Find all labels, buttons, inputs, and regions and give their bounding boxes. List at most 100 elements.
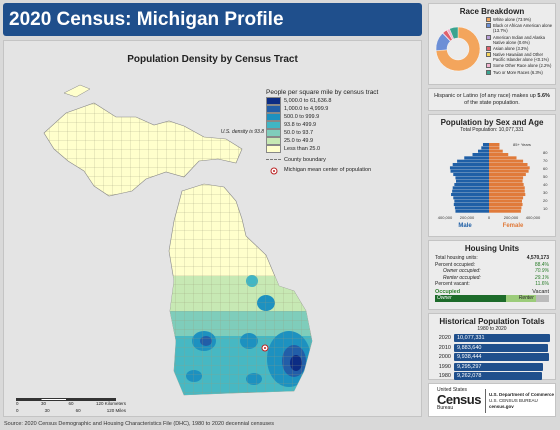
pyramid-female-bar <box>489 149 503 153</box>
pyramid-male-label: Male <box>458 223 472 229</box>
pyramid-female-bar <box>489 169 529 173</box>
pyramid-male-bar <box>472 153 489 157</box>
legend-class-label: 93.8 to 499.9 <box>284 122 317 128</box>
scale-label: 30 <box>40 401 46 406</box>
race-legend-item: Some Other Race alone (2.2%) <box>486 63 554 69</box>
pyramid-female-bar <box>489 206 522 210</box>
legend-mean-center: Michigan mean center of population <box>266 167 418 175</box>
pyramid-female-bar <box>489 186 525 190</box>
michigan-map <box>43 84 313 396</box>
race-title: Race Breakdown <box>459 7 525 16</box>
legend-class: Less than 25.0 <box>266 145 418 153</box>
scale-bar: 0 30 60 120 Kilometers 0 30 60 120 Miles <box>16 398 126 413</box>
race-legend-item: Native Hawaiian and Other Pacific Island… <box>486 52 554 62</box>
history-bar: 9,938,444 <box>454 353 549 362</box>
census-bureau-logo: United States Census Bureau U.S. Departm… <box>428 383 556 417</box>
race-breakdown-card: Race Breakdown White alone (73.9%) Black … <box>428 3 556 85</box>
pyramid-male-bar <box>482 143 489 147</box>
owner-bar: Owner <box>435 294 507 302</box>
pyramid-male-bar <box>452 186 489 190</box>
history-row: 1980 9,262,078 <box>433 372 551 381</box>
housing-row: Percent vacant: 11.6% <box>435 281 549 287</box>
scale-label: 120 Kilometers <box>95 401 126 406</box>
pyramid-age-label: 70 <box>543 158 548 163</box>
pyramid-female-bar <box>489 203 523 207</box>
pyramid-male-bar <box>453 173 489 177</box>
legend-class-label: Less than 25.0 <box>284 146 321 152</box>
legend-county-boundary: County boundary <box>266 155 418 164</box>
pyramid-x-tick: 400,000 <box>438 215 453 220</box>
source-note: Source: 2020 Census Demographic and Hous… <box>4 421 274 427</box>
pyramid-x-tick: 200,000 <box>460 215 475 220</box>
pyramid-card: Population by Sex and Age Total Populati… <box>428 114 556 237</box>
mean-center-icon <box>266 167 281 175</box>
history-row: 2000 9,938,444 <box>433 353 551 362</box>
scale-mi-labels: 0 30 60 120 Miles <box>16 408 126 413</box>
history-row: 2020 10,077,331 <box>433 334 551 343</box>
race-legend-item: Asian alone (3.3%) <box>486 45 554 51</box>
hispanic-text: Hispanic or Latino (of any race) makes u… <box>434 93 550 106</box>
legend-swatch <box>266 105 281 113</box>
pyramid-female-bar <box>489 189 525 193</box>
housing-row: Owner occupied: 70.9% <box>443 268 549 274</box>
pyramid-age-label: 50 <box>543 174 548 179</box>
scale-label: 120 Miles <box>106 408 126 413</box>
history-row: 1990 9,295,297 <box>433 362 551 372</box>
housing-row: Renter occupied: 29.1% <box>443 274 549 281</box>
legend-class: 50.0 to 93.7 <box>266 129 418 137</box>
history-title: Historical Population Totals <box>439 317 545 326</box>
pyramid-x-tick: 0 <box>488 215 491 220</box>
vacant-label: Vacant <box>532 288 549 295</box>
legend-class: 5,000.0 to 61,636.8 <box>266 97 418 105</box>
pyramid-female-bar <box>489 163 528 167</box>
race-legend-item: Black or African American alone (13.7%) <box>486 23 554 33</box>
pyramid-male-bar <box>455 209 489 213</box>
pyramid-male-bar <box>453 203 489 207</box>
legend-class-label: 500.0 to 999.9 <box>284 114 320 120</box>
scale-label: 60 <box>68 401 74 406</box>
race-legend: White alone (73.9%) Black or African Amer… <box>486 17 554 76</box>
pyramid-male-bar <box>454 183 489 187</box>
race-legend-item: American Indian and Alaska Native alone … <box>486 34 554 45</box>
pyramid-female-bar <box>489 146 500 150</box>
pyramid-total: Total Population: 10,077,331 <box>460 127 524 133</box>
pyramid-female-bar <box>489 183 524 187</box>
occupied-label: Occupied <box>435 288 461 295</box>
scale-label: 60 <box>75 408 81 413</box>
pyramid-female-bar <box>489 179 523 183</box>
pyramid-male-bar <box>450 169 489 173</box>
pyramid-female-bar <box>489 173 526 177</box>
pyramid-male-bar <box>452 163 489 167</box>
pyramid-female-bar <box>489 196 524 200</box>
housing-card: Housing Units Total housing units: 4,570,… <box>428 240 556 310</box>
legend-class-label: 5,000.0 to 61,636.8 <box>284 98 332 104</box>
legend-class: 500.0 to 999.9 <box>266 113 418 121</box>
history-bar: 9,883,640 <box>454 343 549 352</box>
map-title: Population Density by Census Tract <box>127 54 298 65</box>
legend-classes: 5,000.0 to 61,636.8 1,000.0 to 4,999.9 500… <box>266 97 418 153</box>
pyramid-male-bar <box>453 196 489 200</box>
page-header: 2020 Census: Michigan Profile <box>3 3 422 36</box>
race-legend-item: White alone (73.9%) <box>486 17 554 22</box>
housing-row: Percent occupied: 88.4% <box>435 261 549 268</box>
legend-class-label: 1,000.0 to 4,999.9 <box>284 106 329 112</box>
pyramid-age-label: 80 <box>543 150 548 155</box>
pyramid-female-bar <box>489 159 524 163</box>
pyramid-male-bar <box>464 156 489 160</box>
pyramid-male-bar <box>449 166 489 170</box>
race-slice <box>449 26 459 40</box>
us-density-note: U.S. density is 93.8 <box>220 129 264 135</box>
pyramid-female-bar <box>489 143 500 147</box>
scale-km-labels: 0 30 60 120 Kilometers <box>16 401 126 406</box>
pyramid-age-label: 20 <box>543 198 548 203</box>
history-row: 2010 9,883,640 <box>433 343 551 353</box>
history-card: Historical Population Totals 1980 to 202… <box>428 313 556 381</box>
housing-row: Total housing units: 4,570,173 <box>435 255 549 261</box>
pyramid-female-bar <box>489 193 526 197</box>
pyramid-x-tick: 200,000 <box>504 215 519 220</box>
legend-class-label: 25.0 to 49.9 <box>284 138 314 144</box>
map-panel: Population Density by Census Tract <box>3 40 422 417</box>
pyramid-male-bar <box>481 146 489 150</box>
